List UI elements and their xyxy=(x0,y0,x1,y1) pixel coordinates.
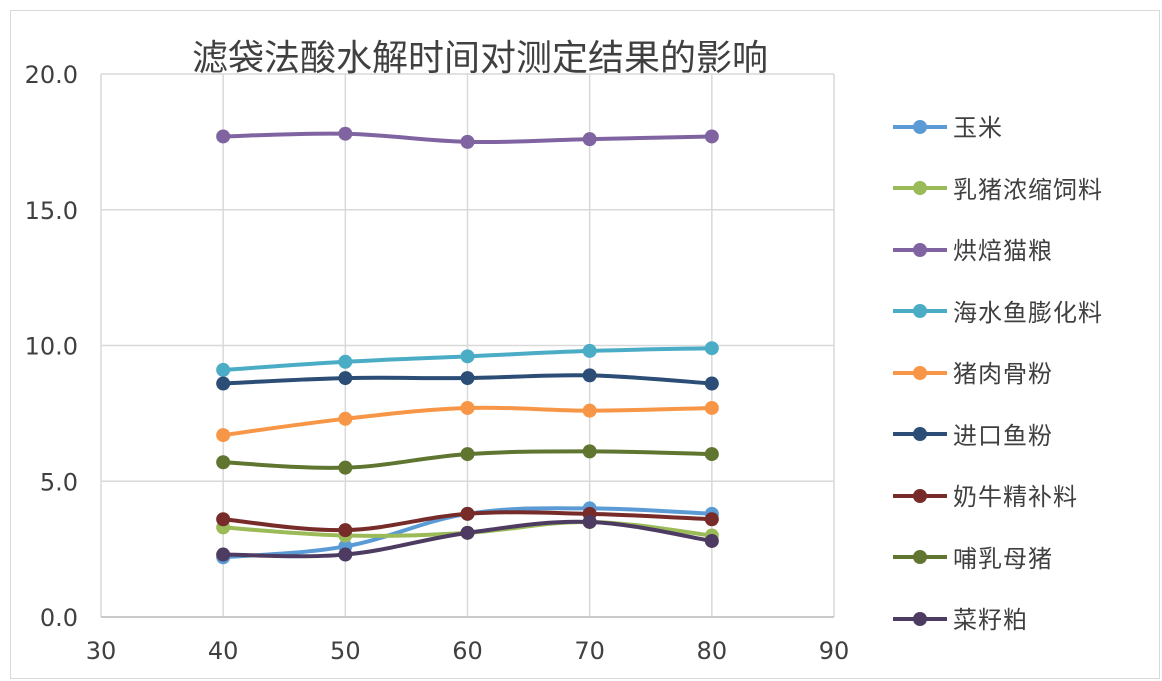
data-point xyxy=(216,129,231,144)
legend-swatch xyxy=(893,547,947,565)
series-lines xyxy=(216,126,719,565)
legend-item: 哺乳母猪 xyxy=(893,526,1153,588)
legend-item: 玉米 xyxy=(893,95,1153,157)
data-point xyxy=(338,354,353,369)
data-point xyxy=(460,506,475,521)
legend-swatch xyxy=(893,240,947,258)
legend-swatch xyxy=(893,363,947,381)
legend-swatch-dot xyxy=(913,304,927,319)
data-point xyxy=(704,376,719,391)
data-point xyxy=(216,362,231,377)
legend-swatch xyxy=(893,301,947,319)
legend-item: 乳猪浓缩饲料 xyxy=(893,157,1153,219)
data-point xyxy=(460,400,475,415)
data-point xyxy=(582,403,597,418)
legend-label: 猪肉骨粉 xyxy=(953,360,1053,389)
data-point xyxy=(582,368,597,383)
legend-swatch xyxy=(893,609,947,627)
data-point xyxy=(338,460,353,475)
legend-swatch-dot xyxy=(913,119,927,134)
legend-swatch xyxy=(893,424,947,442)
legend-swatch-dot xyxy=(913,488,927,503)
series-6 xyxy=(216,506,719,538)
series-7 xyxy=(216,444,719,475)
data-point xyxy=(460,349,475,364)
data-point xyxy=(460,134,475,149)
chart-border xyxy=(10,10,1160,679)
legend-item: 猪肉骨粉 xyxy=(893,341,1153,403)
data-point xyxy=(582,514,597,529)
data-point xyxy=(216,376,231,391)
legend-item: 烘焙猫粮 xyxy=(893,218,1153,280)
data-point xyxy=(704,341,719,356)
legend-item: 奶牛精补料 xyxy=(893,464,1153,526)
y-tick-label: 5.0 xyxy=(40,468,78,496)
y-tick-label: 10.0 xyxy=(25,333,78,361)
data-point xyxy=(704,512,719,527)
legend-swatch-dot xyxy=(913,181,927,196)
x-tick-label: 80 xyxy=(697,637,728,665)
data-point xyxy=(704,400,719,415)
series-8 xyxy=(216,514,719,562)
data-point xyxy=(704,129,719,144)
legend-label: 哺乳母猪 xyxy=(953,544,1053,573)
legend-label: 奶牛精补料 xyxy=(953,483,1078,512)
data-point xyxy=(338,547,353,562)
data-point xyxy=(216,428,231,443)
data-point xyxy=(704,447,719,462)
x-tick-label: 70 xyxy=(574,637,605,665)
legend-swatch xyxy=(893,117,947,135)
x-tick-label: 30 xyxy=(86,637,117,665)
legend-swatch-dot xyxy=(913,611,927,626)
legend-swatch-dot xyxy=(913,550,927,565)
data-point xyxy=(216,512,231,527)
legend-swatch xyxy=(893,486,947,504)
data-point xyxy=(582,343,597,358)
legend-label: 烘焙猫粮 xyxy=(953,237,1053,266)
series-5 xyxy=(216,368,719,391)
x-tick-label: 40 xyxy=(208,637,239,665)
data-point xyxy=(338,411,353,426)
data-point xyxy=(338,371,353,386)
data-point xyxy=(460,525,475,540)
data-point xyxy=(338,523,353,538)
series-2 xyxy=(216,126,719,149)
legend-item: 菜籽粕 xyxy=(893,587,1153,649)
data-point xyxy=(216,455,231,470)
data-point xyxy=(460,371,475,386)
x-tick-label: 90 xyxy=(819,637,850,665)
x-tick-label: 50 xyxy=(330,637,361,665)
series-3 xyxy=(216,341,719,377)
legend: 玉米乳猪浓缩饲料 烘焙猫粮海水鱼膨化料 猪肉骨粉进口鱼粉奶牛精补料哺乳母猪菜籽粕 xyxy=(893,95,1153,649)
legend-swatch-dot xyxy=(913,427,927,442)
legend-label: 菜籽粕 xyxy=(953,606,1028,635)
legend-swatch-dot xyxy=(913,365,927,380)
legend-label: 乳猪浓缩饲料 xyxy=(953,175,1103,204)
series-4 xyxy=(216,400,719,443)
y-tick-label: 0.0 xyxy=(40,604,78,632)
legend-swatch-dot xyxy=(913,242,927,257)
legend-label: 玉米 xyxy=(953,114,1003,143)
data-point xyxy=(216,547,231,562)
legend-label: 进口鱼粉 xyxy=(953,421,1053,450)
y-tick-label: 20.0 xyxy=(25,61,78,89)
data-point xyxy=(338,126,353,141)
x-tick-label: 60 xyxy=(452,637,483,665)
data-point xyxy=(704,533,719,548)
data-point xyxy=(582,444,597,459)
legend-item: 海水鱼膨化料 xyxy=(893,280,1153,342)
chart-title: 滤袋法酸水解时间对测定结果的影响 xyxy=(192,38,768,79)
y-tick-label: 15.0 xyxy=(25,197,78,225)
legend-item: 进口鱼粉 xyxy=(893,403,1153,465)
axes: 0.0 5.0 10.0 15.0 20.0 30 40 50 60 70 80 90 xyxy=(25,61,850,665)
data-point xyxy=(582,132,597,147)
legend-swatch xyxy=(893,178,947,196)
legend-label: 海水鱼膨化料 xyxy=(953,298,1103,327)
data-point xyxy=(460,447,475,462)
